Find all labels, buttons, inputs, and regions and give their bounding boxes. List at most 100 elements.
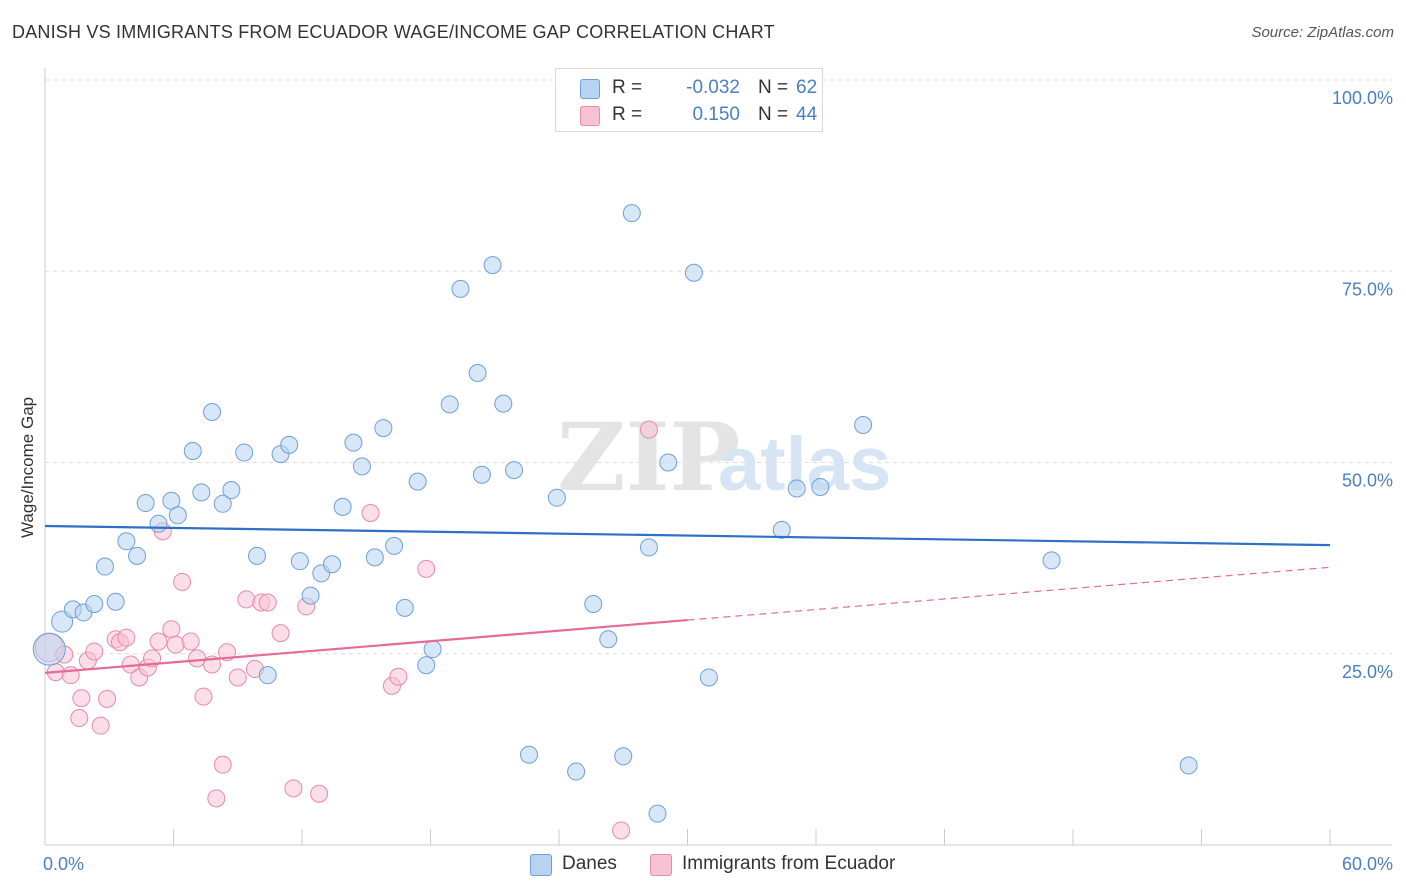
legend-r-value: 0.150 [692, 104, 740, 125]
point-danes [168, 506, 187, 525]
point-ecuador [271, 624, 290, 643]
point-danes [95, 557, 114, 576]
point-ecuador [612, 821, 631, 840]
point-ecuador [143, 649, 162, 668]
point-danes [374, 419, 393, 438]
point-danes [648, 804, 667, 823]
point-ecuador [639, 420, 658, 439]
trend-line-danes [44, 524, 1331, 547]
x-tick-label-max: 60.0% [1342, 854, 1393, 874]
legend-swatch-ecuador [580, 106, 600, 126]
watermark-atlas: atlas [718, 422, 891, 507]
point-ecuador [258, 593, 277, 612]
point-danes [699, 668, 718, 687]
point-ecuador [284, 779, 303, 798]
point-danes [684, 263, 703, 282]
point-danes [483, 256, 502, 275]
point-danes [811, 477, 830, 496]
point-danes [385, 536, 404, 555]
point-ecuador [188, 649, 207, 668]
trend-lines [44, 524, 1331, 674]
point-danes [322, 555, 341, 574]
point-danes [32, 632, 66, 666]
legend-label-danes: Danes [562, 853, 617, 874]
point-danes [614, 747, 633, 766]
point-danes [222, 481, 241, 500]
point-ecuador [228, 668, 247, 687]
point-danes [408, 472, 427, 491]
y-tick-label-0: 25.0% [1342, 662, 1393, 682]
legend-r-value: -0.032 [686, 77, 740, 98]
point-ecuador [166, 635, 185, 654]
point-ecuador [91, 716, 110, 735]
legend-swatch-danes [530, 854, 552, 876]
point-ecuador [310, 784, 329, 803]
point-danes [280, 435, 299, 454]
y-tick-label-3: 100.0% [1332, 88, 1393, 108]
legend-r-label: R = [612, 104, 643, 125]
point-danes [106, 592, 125, 611]
point-danes [213, 494, 232, 513]
point-danes [468, 363, 487, 382]
tick-labels: 25.0% 50.0% 75.0% 100.0% 0.0% 60.0% [43, 88, 1393, 874]
legend-swatch-ecuador [650, 854, 672, 876]
point-danes [854, 416, 873, 435]
y-tick-label-1: 50.0% [1342, 471, 1393, 491]
point-ecuador [181, 632, 200, 651]
legend-swatch-danes [580, 79, 600, 99]
point-danes [584, 595, 603, 614]
legend-n-value: 44 [796, 104, 818, 125]
point-danes [451, 279, 470, 298]
point-ecuador [194, 687, 213, 706]
point-danes [772, 520, 791, 539]
point-danes [183, 442, 202, 461]
point-danes [1179, 756, 1198, 775]
y-axis-label: Wage/Income Gap [18, 397, 37, 538]
point-ecuador [72, 689, 91, 708]
watermark: ZIP atlas [557, 403, 891, 513]
point-danes [505, 461, 524, 480]
trend-line-ecuador-extension [687, 566, 1331, 621]
legend-label-ecuador: Immigrants from Ecuador [682, 853, 896, 874]
point-danes [235, 443, 254, 462]
point-danes [1042, 551, 1061, 570]
trend-line-ecuador [44, 618, 688, 674]
point-danes [344, 433, 363, 452]
point-danes [248, 546, 267, 565]
point-ecuador [417, 559, 436, 578]
legend-n-value: 62 [796, 77, 818, 98]
point-danes [423, 640, 442, 659]
point-danes [494, 394, 513, 413]
point-danes [136, 494, 155, 513]
point-ecuador [117, 628, 136, 647]
point-ecuador [85, 642, 104, 661]
point-danes [128, 546, 147, 565]
point-danes [567, 762, 586, 781]
legend-r-label: R = [612, 77, 643, 98]
point-ecuador [70, 709, 89, 728]
point-danes [622, 204, 641, 223]
series-danes-points [32, 204, 1198, 823]
point-ecuador [213, 755, 232, 774]
x-tick-label-min: 0.0% [43, 854, 84, 874]
point-danes [258, 666, 277, 685]
point-danes [290, 552, 309, 571]
point-danes [301, 586, 320, 605]
point-danes [639, 538, 658, 557]
series-legend: Danes Immigrants from Ecuador [0, 852, 1406, 878]
point-danes [395, 598, 414, 617]
axes [44, 68, 1392, 846]
point-danes [472, 465, 491, 484]
point-ecuador [389, 667, 408, 686]
point-ecuador [149, 632, 168, 651]
point-danes [599, 630, 618, 649]
point-ecuador [98, 689, 117, 708]
point-danes [417, 656, 436, 675]
point-danes [149, 514, 168, 533]
point-ecuador [162, 620, 181, 639]
point-danes [117, 532, 136, 551]
point-danes [440, 395, 459, 414]
point-danes [547, 488, 566, 507]
point-danes [520, 745, 539, 764]
